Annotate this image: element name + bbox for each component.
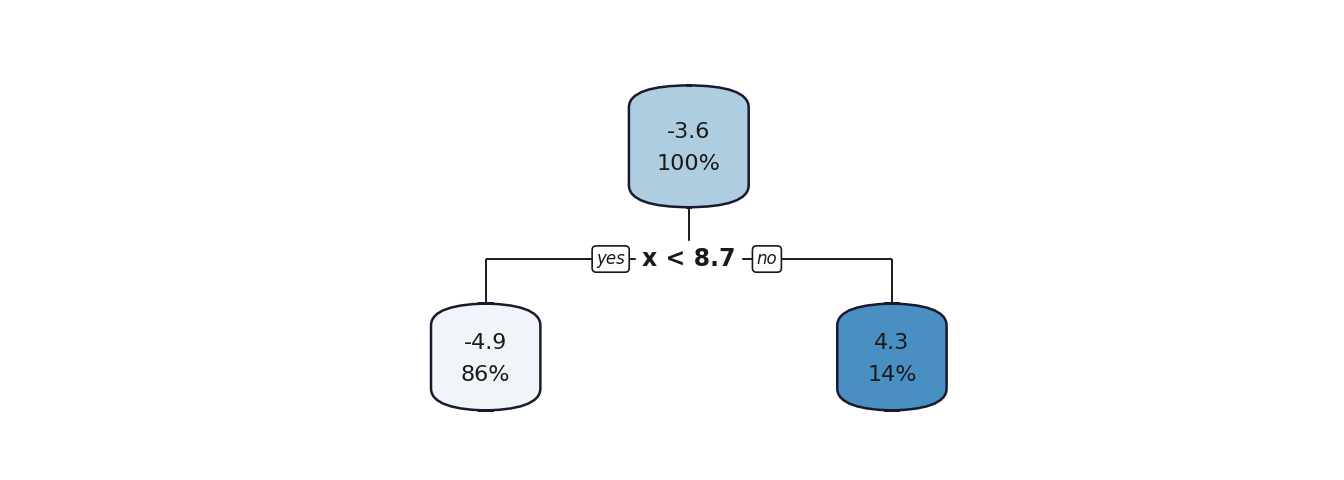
Text: yes: yes (597, 250, 625, 268)
Text: 4.3: 4.3 (875, 333, 910, 353)
Text: 100%: 100% (657, 154, 720, 174)
FancyBboxPatch shape (629, 85, 749, 207)
Text: -4.9: -4.9 (464, 333, 508, 353)
Text: 14%: 14% (867, 365, 917, 384)
Text: -3.6: -3.6 (667, 122, 711, 142)
Text: no: no (757, 250, 777, 268)
Text: x < 8.7: x < 8.7 (642, 247, 735, 271)
FancyBboxPatch shape (431, 303, 540, 410)
Text: 86%: 86% (461, 365, 511, 384)
FancyBboxPatch shape (837, 303, 946, 410)
